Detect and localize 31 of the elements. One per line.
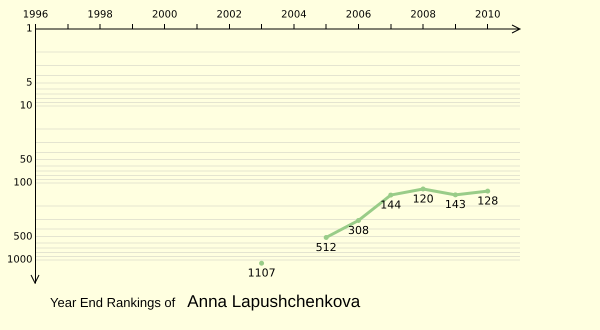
x-tick-label: 2008 [410, 10, 436, 21]
point [452, 192, 458, 198]
point [420, 186, 426, 192]
x-tick-label: 1996 [22, 10, 48, 21]
data-label: 128 [477, 194, 498, 208]
data-label: 308 [348, 224, 369, 237]
x-tick-label: 2006 [346, 10, 372, 21]
data-label: 1107 [248, 266, 276, 280]
y-tick-label: 1000 [6, 254, 32, 266]
data-label: 512 [316, 240, 337, 254]
x-tick-label: 2010 [474, 10, 500, 21]
text: Year End Rankings of [50, 295, 176, 310]
y-tick-label: 10 [20, 100, 32, 112]
data-label: 143 [444, 198, 466, 212]
x-tick-label: 1998 [87, 10, 113, 21]
x-tick-label: 2004 [281, 10, 307, 21]
point [259, 260, 264, 266]
y-tick-label: 5 [26, 77, 32, 88]
y-tick-label: 1 [26, 24, 32, 35]
point [356, 218, 361, 223]
data-label: 144 [380, 198, 402, 212]
y-tick-label: 100 [13, 177, 32, 188]
point [485, 188, 490, 194]
point [324, 234, 329, 240]
point [388, 192, 394, 198]
x-tick-label: 2002 [216, 10, 242, 21]
text: Anna Lapushchenkova [187, 292, 360, 312]
y-tick-label: 50 [20, 154, 32, 166]
x-tick-label: 2000 [152, 10, 178, 21]
y-tick-label: 500 [13, 231, 32, 242]
data-label: 120 [412, 192, 434, 206]
